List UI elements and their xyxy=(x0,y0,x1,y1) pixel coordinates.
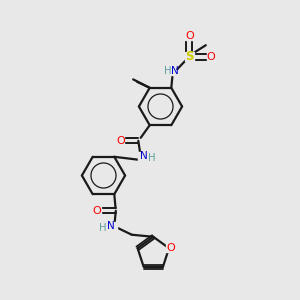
Text: O: O xyxy=(116,136,125,146)
Text: H: H xyxy=(148,153,156,163)
Bar xyxy=(104,222,118,230)
Bar xyxy=(116,136,124,145)
Bar xyxy=(161,67,174,75)
Text: N: N xyxy=(107,221,115,231)
Text: H: H xyxy=(99,223,107,233)
Text: O: O xyxy=(93,206,102,216)
Bar xyxy=(138,152,151,160)
Text: N: N xyxy=(140,152,148,161)
Bar xyxy=(185,52,194,61)
Text: O: O xyxy=(185,31,194,41)
Text: O: O xyxy=(167,243,175,253)
Bar xyxy=(185,32,194,41)
Bar xyxy=(93,206,101,215)
Text: H: H xyxy=(164,66,171,76)
Text: N: N xyxy=(171,66,179,76)
Bar xyxy=(207,52,215,61)
Text: O: O xyxy=(206,52,215,61)
Text: S: S xyxy=(185,50,194,63)
Bar xyxy=(166,244,175,252)
